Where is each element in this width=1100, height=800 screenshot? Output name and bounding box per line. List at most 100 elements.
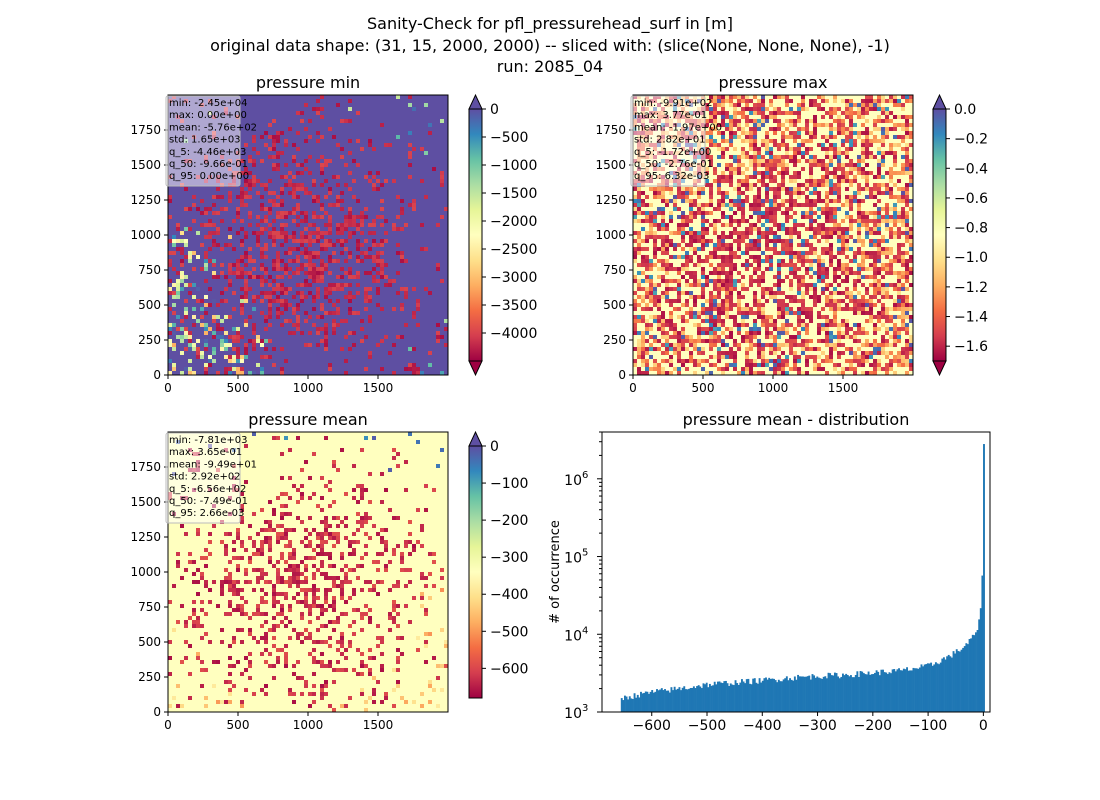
heatmap-cell [761, 347, 765, 351]
heatmap-cell [228, 271, 232, 275]
heatmap-cell [901, 283, 905, 287]
heatmap-cell [673, 327, 677, 331]
heatmap-cell [268, 135, 272, 139]
heatmap-cell [649, 215, 653, 219]
heatmap-cell [320, 203, 324, 207]
heatmap-cell [280, 504, 284, 508]
heatmap-cell [168, 343, 172, 347]
heatmap-cell [713, 363, 717, 367]
heatmap-cell [873, 279, 877, 283]
heatmap-cell [801, 279, 805, 283]
heatmap-cell [869, 299, 873, 303]
heatmap-cell [348, 624, 352, 628]
heatmap-cell [909, 343, 913, 347]
heatmap-cell [825, 123, 829, 127]
heatmap-cell [232, 327, 236, 331]
heatmap-cell [240, 187, 244, 191]
heatmap-cell [685, 195, 689, 199]
heatmap-cell [669, 371, 673, 375]
heatmap-cell [849, 183, 853, 187]
heatmap-cell [825, 271, 829, 275]
heatmap-cell [865, 355, 869, 359]
heatmap-cell [869, 275, 873, 279]
heatmap-cell [328, 299, 332, 303]
heatmap-cell [729, 199, 733, 203]
heatmap-cell [240, 199, 244, 203]
heatmap-cell [256, 608, 260, 612]
heatmap-cell [841, 239, 845, 243]
heatmap-cell [865, 291, 869, 295]
heatmap-cell [232, 247, 236, 251]
heatmap-cell [769, 199, 773, 203]
heatmap-cell [745, 231, 749, 235]
heatmap-cell [356, 271, 360, 275]
heatmap-cell [424, 608, 428, 612]
heatmap-cell [801, 251, 805, 255]
heatmap-cell [853, 307, 857, 311]
heatmap-cell [677, 331, 681, 335]
heatmap-cell [216, 303, 220, 307]
heatmap-cell [885, 267, 889, 271]
heatmap-cell [681, 319, 685, 323]
heatmap-cell [376, 215, 380, 219]
heatmap-cell [769, 231, 773, 235]
heatmap-cell [757, 371, 761, 375]
heatmap-cell [713, 343, 717, 347]
heatmap-cell [837, 291, 841, 295]
heatmap-cell [408, 95, 412, 99]
heatmap-cell [809, 223, 813, 227]
heatmap-cell [364, 520, 368, 524]
heatmap-cell [797, 267, 801, 271]
heatmap-cell [749, 131, 753, 135]
heatmap-cell [877, 267, 881, 271]
heatmap-cell [645, 203, 649, 207]
heatmap-cell [821, 263, 825, 267]
heatmap-cell [845, 115, 849, 119]
heatmap-cell [348, 251, 352, 255]
heatmap-cell [657, 223, 661, 227]
heatmap-cell [436, 331, 440, 335]
heatmap-cell [837, 223, 841, 227]
heatmap-cell [440, 576, 444, 580]
heatmap-cell [749, 371, 753, 375]
heatmap-cell [817, 227, 821, 231]
heatmap-cell [777, 207, 781, 211]
heatmap-cell [833, 119, 837, 123]
heatmap-cell [725, 271, 729, 275]
heatmap-cell [717, 103, 721, 107]
heatmap-cell [825, 203, 829, 207]
heatmap-cell [641, 203, 645, 207]
heatmap-cell [781, 111, 785, 115]
heatmap-cell [360, 339, 364, 343]
heatmap-cell [805, 211, 809, 215]
heatmap-cell [400, 211, 404, 215]
heatmap-cell [793, 327, 797, 331]
heatmap-cell [849, 195, 853, 199]
heatmap-cell [204, 255, 208, 259]
heatmap-cell [837, 351, 841, 355]
heatmap-cell [829, 255, 833, 259]
heatmap-cell [200, 624, 204, 628]
heatmap-cell [821, 163, 825, 167]
heatmap-cell [172, 251, 176, 255]
heatmap-cell [296, 600, 300, 604]
heatmap-cell [332, 303, 336, 307]
heatmap-cell [745, 367, 749, 371]
heatmap-cell [809, 259, 813, 263]
heatmap-cell [360, 215, 364, 219]
heatmap-cell [244, 231, 248, 235]
heatmap-cell [288, 287, 292, 291]
heatmap-cell [252, 307, 256, 311]
heatmap-cell [256, 275, 260, 279]
heatmap-cell [220, 339, 224, 343]
heatmap-cell [773, 251, 777, 255]
heatmap-cell [212, 239, 216, 243]
heatmap-cell [212, 359, 216, 363]
heatmap-cell [777, 327, 781, 331]
heatmap-cell [857, 107, 861, 111]
heatmap-cell [909, 307, 913, 311]
heatmap-cell [721, 235, 725, 239]
heatmap-cell [312, 211, 316, 215]
heatmap-cell [400, 335, 404, 339]
heatmap-cell [765, 107, 769, 111]
